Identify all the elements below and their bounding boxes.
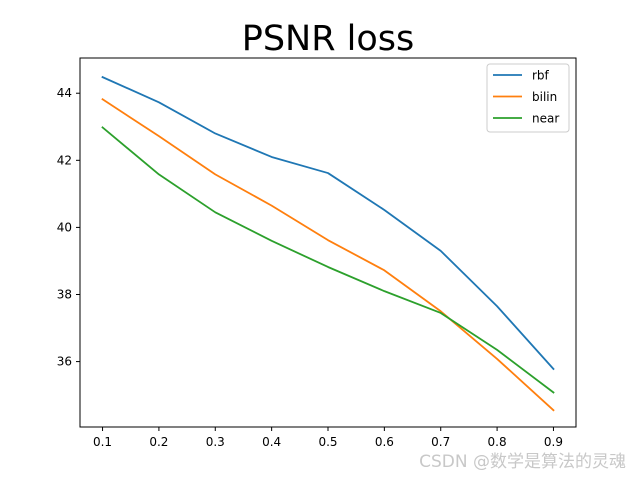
x-axis: 0.1 0.2 0.3 0.4 0.5 0.6 0.7 0.8 0.9 [93,427,563,449]
legend-label-near: near [532,112,559,126]
y-tick-label: 44 [57,86,72,100]
watermark-text: CSDN @数学是算法的灵魂 [419,452,626,472]
chart-title: PSNR loss [242,19,415,59]
x-tick-label: 0.4 [262,435,281,449]
x-tick-label: 0.1 [93,435,112,449]
legend-label-rbf: rbf [532,69,550,83]
x-tick-label: 0.7 [431,435,450,449]
series-lines [101,75,555,412]
y-tick-label: 40 [57,220,72,234]
legend: rbf bilin near [486,63,570,133]
legend-box [486,63,570,133]
x-tick-label: 0.6 [375,435,394,449]
y-tick-label: 42 [57,153,72,167]
x-tick-label: 0.9 [544,435,563,449]
x-tick-label: 0.3 [206,435,225,449]
series-line-bilin [101,98,555,412]
y-tick-label: 36 [57,355,72,369]
y-tick-label: 38 [57,287,72,301]
legend-label-bilin: bilin [532,90,557,104]
x-tick-label: 0.8 [488,435,507,449]
series-line-rbf [101,75,555,371]
x-tick-label: 0.2 [149,435,168,449]
series-line-near [101,126,555,394]
x-tick-label: 0.5 [318,435,337,449]
y-axis: 36 38 40 42 44 [57,86,80,369]
